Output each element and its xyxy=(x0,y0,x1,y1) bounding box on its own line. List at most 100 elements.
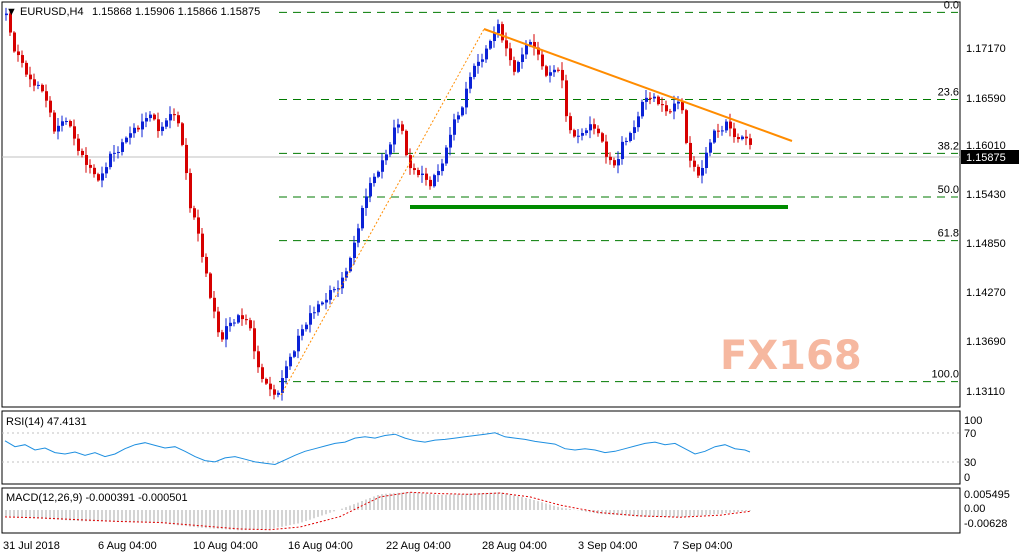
rsi-panel xyxy=(1,410,961,485)
candle-body xyxy=(413,168,416,171)
candle-body xyxy=(645,97,648,102)
candle-body xyxy=(729,121,732,129)
fib-level-label: 50.0 xyxy=(938,184,959,196)
candle-body xyxy=(265,378,268,384)
candle-body xyxy=(229,322,232,327)
candle-body xyxy=(173,114,176,116)
candle-body xyxy=(141,121,144,130)
candle-body xyxy=(585,130,588,134)
candle-body xyxy=(553,69,556,73)
candle-body xyxy=(673,103,676,112)
menu-arrow-icon[interactable]: ▼ xyxy=(6,6,17,18)
candle-body xyxy=(253,328,256,352)
candle-body xyxy=(49,100,52,113)
price-tick: 1.16010 xyxy=(966,140,1006,152)
candle-body xyxy=(17,51,20,56)
trendline[interactable] xyxy=(483,28,793,142)
candle-body xyxy=(261,367,264,379)
candle-body xyxy=(489,41,492,49)
candle-body xyxy=(185,144,188,174)
candle-body xyxy=(29,74,32,80)
candle-body xyxy=(189,173,192,209)
candle-body xyxy=(597,128,600,134)
candle-body xyxy=(693,160,696,167)
candle-body xyxy=(721,130,724,132)
current-price-box xyxy=(961,150,1019,164)
candle-body xyxy=(225,326,228,340)
candle-body xyxy=(69,121,72,127)
candle-body xyxy=(313,312,316,314)
candle-body xyxy=(593,124,596,129)
candle-body xyxy=(317,304,320,313)
candle-body xyxy=(273,389,276,395)
candle-body xyxy=(341,277,344,289)
candle-body xyxy=(197,217,200,234)
candle-body xyxy=(733,128,736,138)
candle-body xyxy=(577,135,580,137)
candle-body xyxy=(277,392,280,395)
candle-body xyxy=(465,88,468,108)
candle-body xyxy=(445,147,448,164)
candle-body xyxy=(381,160,384,172)
candle-body xyxy=(469,76,472,89)
candle-body xyxy=(177,115,180,124)
candle-body xyxy=(497,24,500,34)
candle-body xyxy=(713,130,716,143)
candle-body xyxy=(509,48,512,61)
candle-body xyxy=(165,120,168,127)
candle-body xyxy=(681,101,684,111)
candle-body xyxy=(605,141,608,157)
candle-body xyxy=(533,41,536,48)
time-tick: 16 Aug 04:00 xyxy=(288,540,353,552)
candle-body xyxy=(57,125,60,132)
candle-body xyxy=(109,153,112,168)
candle-body xyxy=(353,242,356,258)
candle-body xyxy=(289,356,292,367)
candle-body xyxy=(153,114,156,120)
candle-body xyxy=(653,96,656,99)
candle-body xyxy=(449,134,452,148)
macd-level: 0.005495 xyxy=(964,489,1010,501)
candle-body xyxy=(281,378,284,393)
candle-body xyxy=(81,150,84,156)
candle-body xyxy=(565,80,568,117)
candle-body xyxy=(737,137,740,140)
candle-body xyxy=(689,142,692,161)
candle-body xyxy=(213,297,216,312)
candle-body xyxy=(685,110,688,143)
candle-body xyxy=(421,173,424,175)
candle-body xyxy=(705,152,708,168)
candle-body xyxy=(545,66,548,76)
candle-body xyxy=(285,366,288,379)
ohlc-values: 1.15868 1.15906 1.15866 1.15875 xyxy=(92,6,260,18)
candle-body xyxy=(433,175,436,187)
fib-level-label: 61.8 xyxy=(938,228,959,240)
candle-body xyxy=(201,233,204,257)
candle-body xyxy=(333,289,336,291)
candle-body xyxy=(337,288,340,290)
candle-body xyxy=(149,114,152,119)
candle-body xyxy=(249,320,252,329)
candle-body xyxy=(309,313,312,325)
candle-body xyxy=(53,112,56,132)
candle-body xyxy=(97,174,100,181)
candle-body xyxy=(269,383,272,390)
macd-label: MACD(12,26,9) -0.000391 -0.000501 xyxy=(6,492,188,504)
candle-body xyxy=(461,107,464,116)
candle-body xyxy=(537,47,540,55)
candle-body xyxy=(661,104,664,106)
candle-body xyxy=(405,130,408,156)
price-tick: 1.15430 xyxy=(966,189,1006,201)
candle-body xyxy=(561,69,564,81)
price-tick: 1.16590 xyxy=(966,93,1006,105)
price-axis: 1.17170 1.16590 1.16010 1.15430 1.14850 … xyxy=(966,43,1006,398)
watermark: FX168 xyxy=(720,333,862,379)
candle-body xyxy=(77,138,80,151)
price-panel xyxy=(1,1,961,408)
candle-body xyxy=(13,32,16,52)
candle-body xyxy=(473,65,476,77)
time-axis: 31 Jul 2018 6 Aug 04:00 10 Aug 04:00 16 … xyxy=(3,540,732,552)
candle-body xyxy=(61,121,64,126)
candle-body xyxy=(409,155,412,169)
